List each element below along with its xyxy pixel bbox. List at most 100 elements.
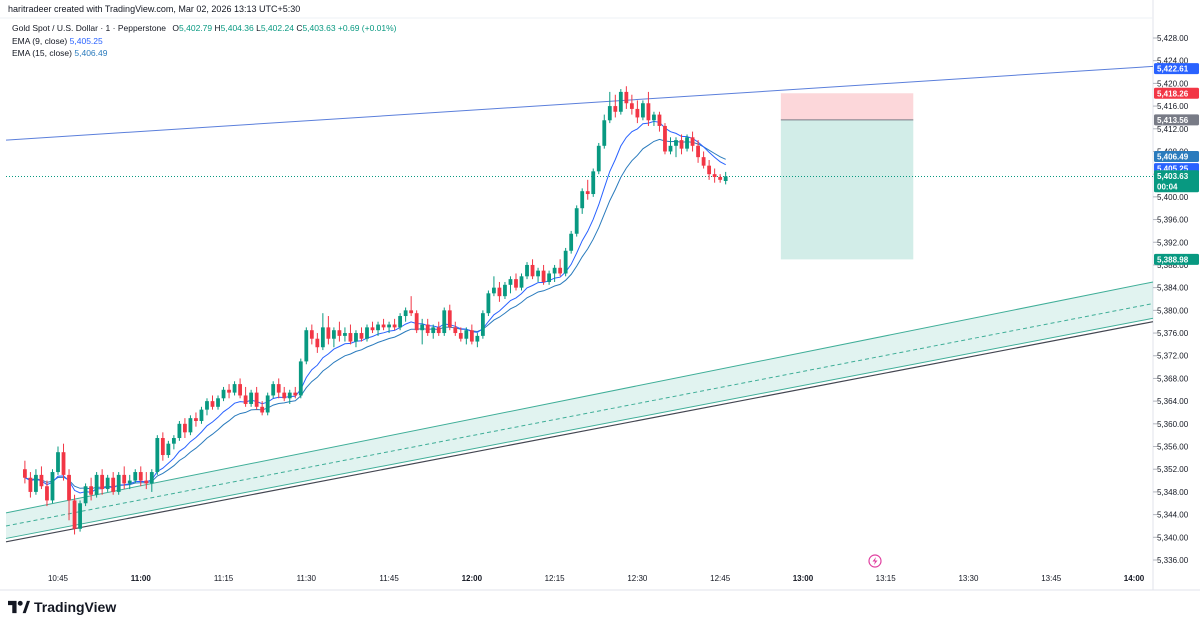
candle-body: [392, 324, 397, 328]
candle-body: [431, 327, 436, 334]
candle-body: [641, 103, 645, 118]
symbol-name[interactable]: Gold Spot / U.S. Dollar · 1 · Pepperston…: [12, 23, 167, 33]
price-badges: 5,422.61 5,418.26 5,413.56 5,406.49 5,405.25…: [1154, 63, 1199, 265]
time-tick-label: 13:45: [1041, 574, 1062, 583]
lightning-icon[interactable]: [868, 554, 882, 568]
tradingview-brand: TradingView: [34, 599, 117, 615]
candle-body: [668, 145, 673, 152]
trend-lines[interactable]: [5, 65, 1154, 543]
indicator-value: 5,406.49: [74, 48, 108, 58]
price-axis[interactable]: 5,428.00 5,424.00 5,420.00 5,416.00 5,412.00…: [1153, 34, 1189, 565]
price-badge-bg: [1154, 63, 1199, 75]
price-badge: 5,413.56: [1154, 114, 1199, 126]
price-badge-label: 5,413.56: [1157, 116, 1189, 125]
price-tick-label: 5,352.00: [1157, 465, 1189, 474]
candle-body: [458, 333, 463, 339]
candle-body: [558, 267, 563, 274]
candle-body: [525, 264, 529, 277]
candle-body: [326, 327, 331, 339]
candle-body: [331, 330, 336, 339]
low-value: 5,402.24: [260, 23, 294, 33]
candle-body: [188, 418, 193, 433]
indicator-label: EMA (9, close): [12, 35, 68, 46]
candles: [22, 86, 728, 535]
indicator-value: 5,405.25: [69, 35, 103, 46]
candle-body: [183, 423, 187, 433]
open-value: 5,402.79: [179, 23, 213, 33]
candle-body: [696, 145, 700, 158]
price-tick-label: 5,356.00: [1157, 443, 1189, 452]
candle-body: [249, 392, 254, 404]
candle-body: [596, 145, 601, 172]
candle-body: [359, 333, 364, 339]
candle-body: [149, 472, 154, 484]
time-tick-label: 14:00: [1124, 574, 1145, 583]
candle-body: [591, 171, 596, 195]
candle-body: [320, 327, 325, 348]
candle-body: [260, 406, 265, 413]
candle-body: [34, 474, 38, 492]
candle-body: [67, 474, 71, 501]
tradingview-logo: TradingView: [8, 598, 116, 616]
price-tick-label: 5,428.00: [1157, 34, 1189, 43]
candle-body: [45, 486, 49, 501]
short-position-tool[interactable]: [780, 93, 914, 260]
symbol-row[interactable]: Gold Spot / U.S. Dollar · 1 · Pepperston…: [12, 22, 397, 35]
candle-body: [144, 480, 149, 484]
target-zone: [780, 119, 914, 260]
indicator-ema-9[interactable]: EMA (9, close) 5,405.25: [12, 35, 397, 48]
price-badge-label: 5,406.49: [1157, 153, 1189, 162]
candle-body: [89, 486, 94, 495]
candle-body: [304, 330, 309, 362]
candle-body: [414, 313, 419, 331]
price-badge-bg: [1154, 253, 1199, 265]
ema-9-line: [24, 120, 726, 494]
price-tick-label: 5,420.00: [1157, 79, 1189, 88]
time-tick-label: 12:15: [545, 574, 566, 583]
candle-body: [607, 106, 612, 121]
candle-body: [343, 333, 347, 336]
candle-body: [464, 330, 469, 339]
indicator-ema-15[interactable]: EMA (15, close) 5,406.49: [12, 47, 397, 60]
candle-body: [469, 330, 474, 342]
candle-body: [563, 250, 568, 274]
price-tick-label: 5,392.00: [1157, 238, 1189, 247]
price-tick-label: 5,368.00: [1157, 374, 1189, 383]
time-axis[interactable]: 10:45 11:00 11:15 11:30 11:45 12:00 12:15 12:30…: [48, 574, 1145, 583]
candle-body: [552, 267, 557, 274]
candle-body: [657, 114, 662, 126]
candle-body: [298, 361, 303, 396]
candle-body: [127, 480, 132, 484]
price-badge: 5,406.49: [1154, 151, 1199, 163]
price-tick-label: 5,416.00: [1157, 102, 1189, 111]
price-tick-label: 5,344.00: [1157, 511, 1189, 520]
candle-body: [293, 392, 298, 396]
time-tick-label: 12:45: [710, 574, 731, 583]
time-tick-label: 10:45: [48, 574, 69, 583]
candle-body: [679, 140, 684, 149]
candle-body: [685, 137, 689, 149]
time-tick-label: 11:45: [379, 574, 399, 583]
price-badge-label: 5,388.98: [1157, 255, 1189, 264]
candle-body: [635, 108, 640, 118]
price-tick-label: 5,400.00: [1157, 193, 1189, 202]
candle-body: [387, 324, 391, 328]
candle-body: [580, 191, 585, 209]
high-label: H: [214, 23, 221, 33]
price-badge-countdown: 00:04: [1157, 182, 1178, 191]
time-tick-label: 13:15: [876, 574, 897, 583]
time-tick-label: 13:00: [793, 574, 814, 583]
close-value: 5,403.63: [302, 23, 336, 33]
candle-body: [602, 120, 607, 146]
candle-body: [227, 389, 231, 393]
price-badge: 5,422.61: [1154, 63, 1199, 75]
candle-body: [613, 106, 618, 112]
channel-mid-line: [5, 303, 1154, 527]
candle-body: [133, 472, 138, 481]
candle-body: [194, 418, 198, 421]
price-badge-bg: [1154, 170, 1199, 193]
time-tick-label: 12:00: [462, 574, 483, 583]
candle-body: [50, 472, 55, 501]
